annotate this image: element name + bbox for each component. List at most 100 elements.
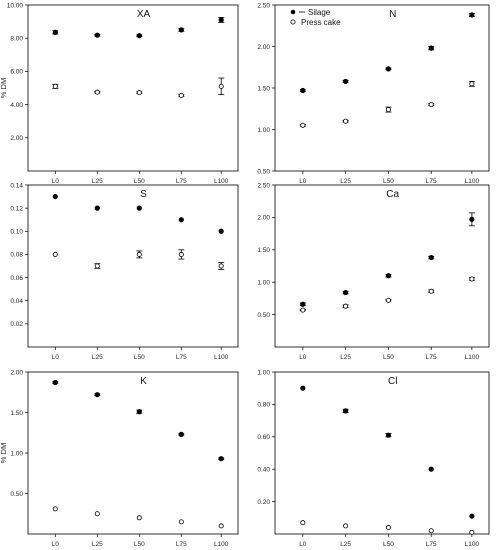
x-tick-label: L75 [176,354,187,361]
data-point-press-cake [300,307,306,313]
data-point-silage [300,87,306,94]
data-point-silage [469,513,475,519]
data-point-silage [218,456,224,462]
x-tick-label: L100 [214,541,229,548]
data-point-press-cake [300,520,306,526]
data-point-press-cake [136,90,142,96]
x-tick-label: L50 [134,178,145,185]
x-tick-label: L0 [299,354,307,361]
data-point-press-cake [94,89,100,95]
data-point-silage [218,17,224,23]
y-tick-label: 0.40 [257,467,270,474]
data-point-silage [428,45,434,51]
y-tick-label: 2.50 [257,2,270,9]
panel-title: S [140,189,147,200]
data-point-press-cake [469,276,475,282]
y-tick-label: 1.50 [257,247,270,254]
chart-panel-s: 0.02 0.04 0.06 0.08 0.10 0.12 0.14 L0 L25 L50 L75 L… [10,182,239,361]
x-tick-label: L25 [92,178,103,185]
data-point-press-cake [94,511,100,517]
legend-label: Press cake [301,18,341,27]
legend-marker-silage [290,9,296,15]
x-tick-label: L50 [383,354,394,361]
data-point-press-cake [469,81,475,87]
panel-title: N [389,9,396,20]
data-point-silage [385,66,392,72]
panel-title: XA [137,9,151,20]
y-axis-label: % DM [0,443,8,463]
y-tick-label: 1.50 [257,85,270,92]
data-point-press-cake [178,251,184,257]
data-point-press-cake [52,83,58,89]
y-tick-label: 4.00 [10,102,23,109]
data-point-silage [218,228,224,234]
legend-label: Silage [308,8,331,17]
data-point-silage [469,216,475,222]
y-tick-label: 0.80 [257,402,270,409]
y-tick-label: 8.00 [10,36,23,43]
data-point-silage [428,466,434,472]
y-tick-label: 0.12 [10,205,23,212]
data-point-silage [343,289,349,296]
x-tick-label: L0 [52,354,60,361]
data-point-press-cake [218,523,224,529]
y-tick-label: 0.14 [10,182,23,189]
chart-panel-n: 0.50 1.00 1.50 2.00 2.50 L0 L25 L50 L75 L100 N Sila… [257,2,490,185]
data-point-silage [385,273,392,279]
y-tick-label: 0.50 [257,312,270,319]
x-tick-label: L100 [214,354,229,361]
x-tick-label: L25 [92,354,103,361]
chart-panel-ca: 0.50 1.00 1.50 2.00 2.50 L0 L25 L50 L75 L100 Ca [257,182,490,361]
x-tick-label: L50 [383,178,394,185]
chart-panel-cl: 0.20 0.40 0.60 0.80 1.00 L0 L25 L50 L75 L100 Cl [257,369,490,548]
data-point-press-cake [178,519,184,525]
y-tick-label: 0.08 [10,252,23,259]
y-tick-label: 1.00 [257,369,270,376]
data-point-press-cake [52,251,58,257]
y-tick-label: 0.50 [257,168,270,175]
legend-marker-press-cake [290,19,296,25]
y-tick-label: 0.10 [10,229,23,236]
y-tick-label: 0.02 [10,321,23,328]
chart-panel-xa: 2.00 4.00 6.00 8.00 10.00 L0 L25 L50 L75 L100 XA % … [0,2,239,185]
plot-frame [274,371,490,535]
data-point-press-cake [136,515,142,521]
data-point-silage [94,392,100,398]
y-tick-label: 0.60 [257,434,270,441]
x-tick-label: L75 [176,541,187,548]
data-point-press-cake [428,528,434,534]
y-tick-label: 6.00 [10,69,23,76]
x-tick-label: L75 [426,178,437,185]
data-point-silage [300,385,306,391]
y-tick-label: 2.00 [257,215,270,222]
x-tick-label: L75 [426,354,437,361]
y-tick-label: 0.20 [257,499,270,506]
data-point-silage [343,408,349,414]
plot-frame [27,371,239,535]
y-tick-label: 1.50 [10,410,23,417]
x-tick-label: L0 [299,178,307,185]
data-point-silage [178,27,184,33]
x-tick-label: L50 [383,541,394,548]
data-point-press-cake [385,297,391,303]
x-tick-label: L0 [299,541,307,548]
x-tick-label: L25 [340,354,351,361]
data-point-press-cake [218,83,224,89]
y-axis-label: % DM [0,78,8,98]
y-tick-label: 2.50 [257,182,270,189]
y-tick-label: 0.50 [10,491,23,498]
x-tick-label: L75 [426,541,437,548]
x-tick-label: L100 [214,178,229,185]
y-tick-label: 1.00 [257,280,270,287]
x-tick-label: L100 [465,178,480,185]
data-point-silage [136,33,142,39]
panel-title: K [140,376,147,387]
y-tick-label: 1.00 [10,450,23,457]
data-point-press-cake [178,92,184,98]
data-point-silage [94,32,100,38]
data-point-press-cake [428,102,434,108]
plot-frame [274,4,490,172]
data-point-press-cake [343,303,349,309]
